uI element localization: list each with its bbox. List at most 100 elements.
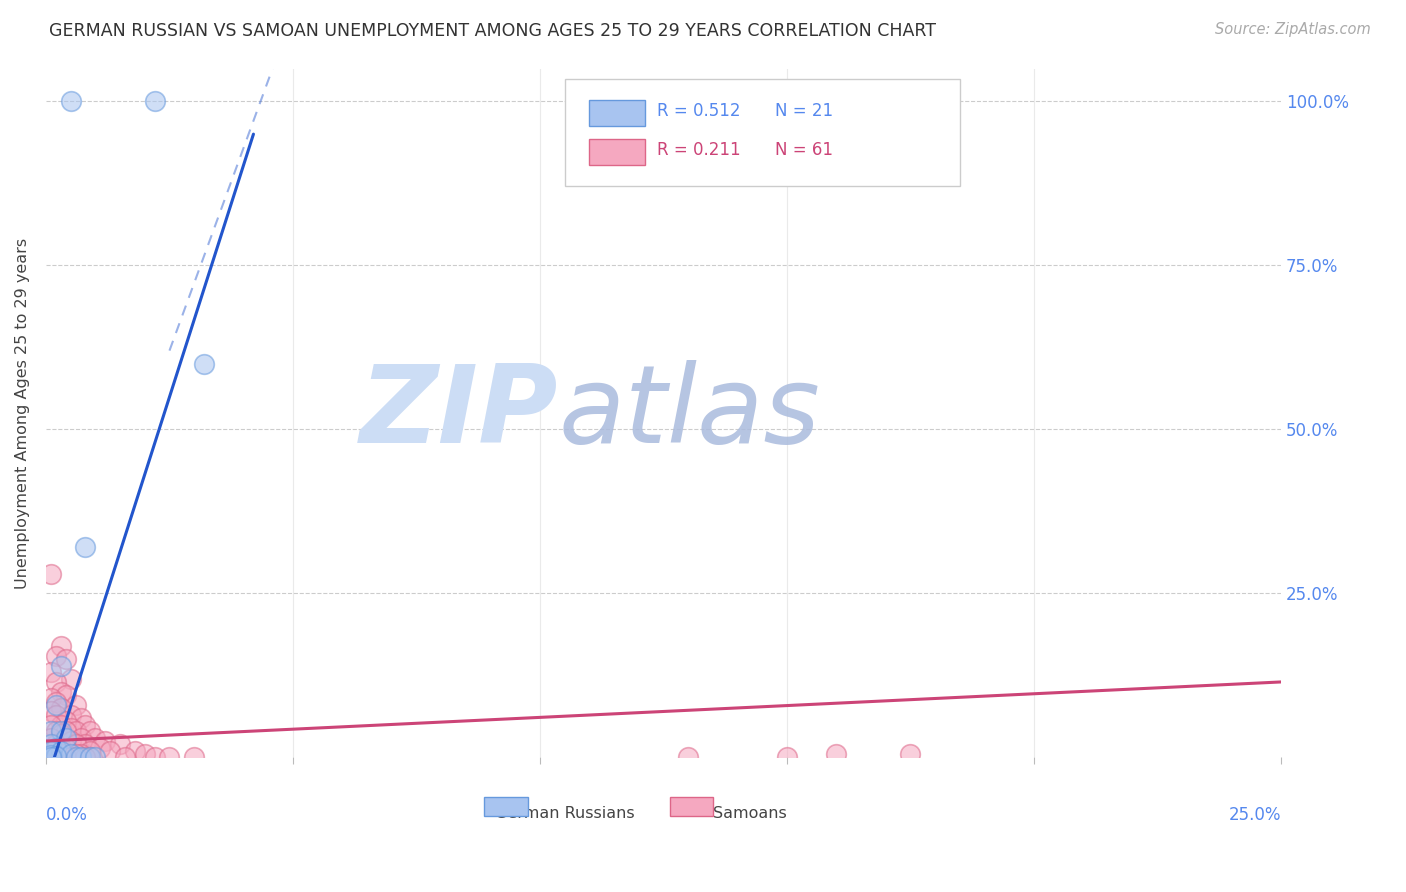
Point — [49, 740, 72, 755]
Point — [49, 658, 72, 673]
Point — [69, 750, 91, 764]
Point — [55, 750, 77, 764]
Point — [69, 747, 91, 761]
Point — [89, 740, 111, 755]
Point — [75, 717, 97, 731]
Point — [59, 734, 82, 748]
Point — [79, 724, 101, 739]
Point — [39, 744, 62, 758]
Point — [39, 705, 62, 719]
Point — [69, 711, 91, 725]
Text: 25.0%: 25.0% — [1229, 805, 1281, 823]
Point — [45, 648, 67, 663]
Point — [39, 566, 62, 581]
Text: R = 0.512: R = 0.512 — [657, 102, 741, 120]
Text: Source: ZipAtlas.com: Source: ZipAtlas.com — [1215, 22, 1371, 37]
Point — [39, 750, 62, 764]
FancyBboxPatch shape — [485, 797, 527, 816]
Point — [69, 731, 91, 745]
FancyBboxPatch shape — [565, 78, 960, 186]
Point — [79, 750, 101, 764]
Text: German Russians: German Russians — [495, 805, 634, 821]
Point — [49, 717, 72, 731]
Point — [45, 698, 67, 712]
Text: GERMAN RUSSIAN VS SAMOAN UNEMPLOYMENT AMONG AGES 25 TO 29 YEARS CORRELATION CHAR: GERMAN RUSSIAN VS SAMOAN UNEMPLOYMENT AM… — [49, 22, 936, 40]
Point — [98, 744, 121, 758]
Point — [114, 750, 136, 764]
Point — [49, 685, 72, 699]
FancyBboxPatch shape — [589, 139, 645, 165]
Point — [55, 740, 77, 755]
FancyBboxPatch shape — [589, 100, 645, 126]
Point — [45, 749, 67, 764]
Point — [55, 731, 77, 745]
Point — [39, 731, 62, 745]
Point — [183, 750, 205, 764]
Point — [59, 672, 82, 686]
Point — [900, 747, 922, 761]
Point — [79, 744, 101, 758]
Point — [59, 95, 82, 109]
Text: Samoans: Samoans — [713, 805, 787, 821]
Point — [45, 724, 67, 739]
Point — [49, 727, 72, 741]
Point — [45, 695, 67, 709]
Point — [39, 724, 62, 739]
Point — [75, 750, 97, 764]
Text: 0.0%: 0.0% — [46, 805, 87, 823]
Point — [45, 744, 67, 758]
Point — [143, 95, 166, 109]
Point — [79, 750, 101, 764]
Point — [159, 750, 181, 764]
Point — [59, 747, 82, 761]
Point — [193, 357, 215, 371]
Point — [59, 750, 82, 764]
Point — [124, 744, 146, 758]
Point — [825, 747, 848, 761]
Point — [65, 737, 87, 751]
Point — [59, 721, 82, 735]
Point — [84, 731, 107, 745]
Point — [94, 734, 117, 748]
Point — [39, 744, 62, 758]
Point — [39, 691, 62, 706]
Point — [39, 750, 62, 764]
Point — [39, 748, 62, 763]
Text: R = 0.211: R = 0.211 — [657, 142, 741, 160]
Point — [39, 717, 62, 731]
Point — [143, 750, 166, 764]
Point — [776, 750, 799, 764]
Point — [45, 707, 67, 722]
Text: N = 21: N = 21 — [775, 102, 832, 120]
Point — [39, 665, 62, 679]
Point — [134, 747, 156, 761]
Text: N = 61: N = 61 — [775, 142, 832, 160]
Point — [55, 714, 77, 729]
Point — [39, 737, 62, 751]
Point — [84, 750, 107, 764]
FancyBboxPatch shape — [669, 797, 713, 816]
Point — [108, 737, 131, 751]
Point — [65, 698, 87, 712]
Point — [45, 737, 67, 751]
Point — [49, 747, 72, 761]
Text: ZIP: ZIP — [360, 360, 558, 466]
Point — [65, 724, 87, 739]
Point — [676, 750, 699, 764]
Point — [49, 724, 72, 739]
Point — [45, 740, 67, 755]
Point — [55, 688, 77, 702]
Point — [59, 707, 82, 722]
Text: atlas: atlas — [558, 360, 820, 466]
Point — [65, 747, 87, 761]
Point — [55, 652, 77, 666]
Point — [49, 701, 72, 715]
Point — [65, 749, 87, 764]
Point — [75, 737, 97, 751]
Y-axis label: Unemployment Among Ages 25 to 29 years: Unemployment Among Ages 25 to 29 years — [15, 237, 30, 589]
Point — [55, 724, 77, 739]
Point — [49, 744, 72, 758]
Point — [45, 675, 67, 690]
Point — [49, 639, 72, 653]
Point — [75, 541, 97, 555]
